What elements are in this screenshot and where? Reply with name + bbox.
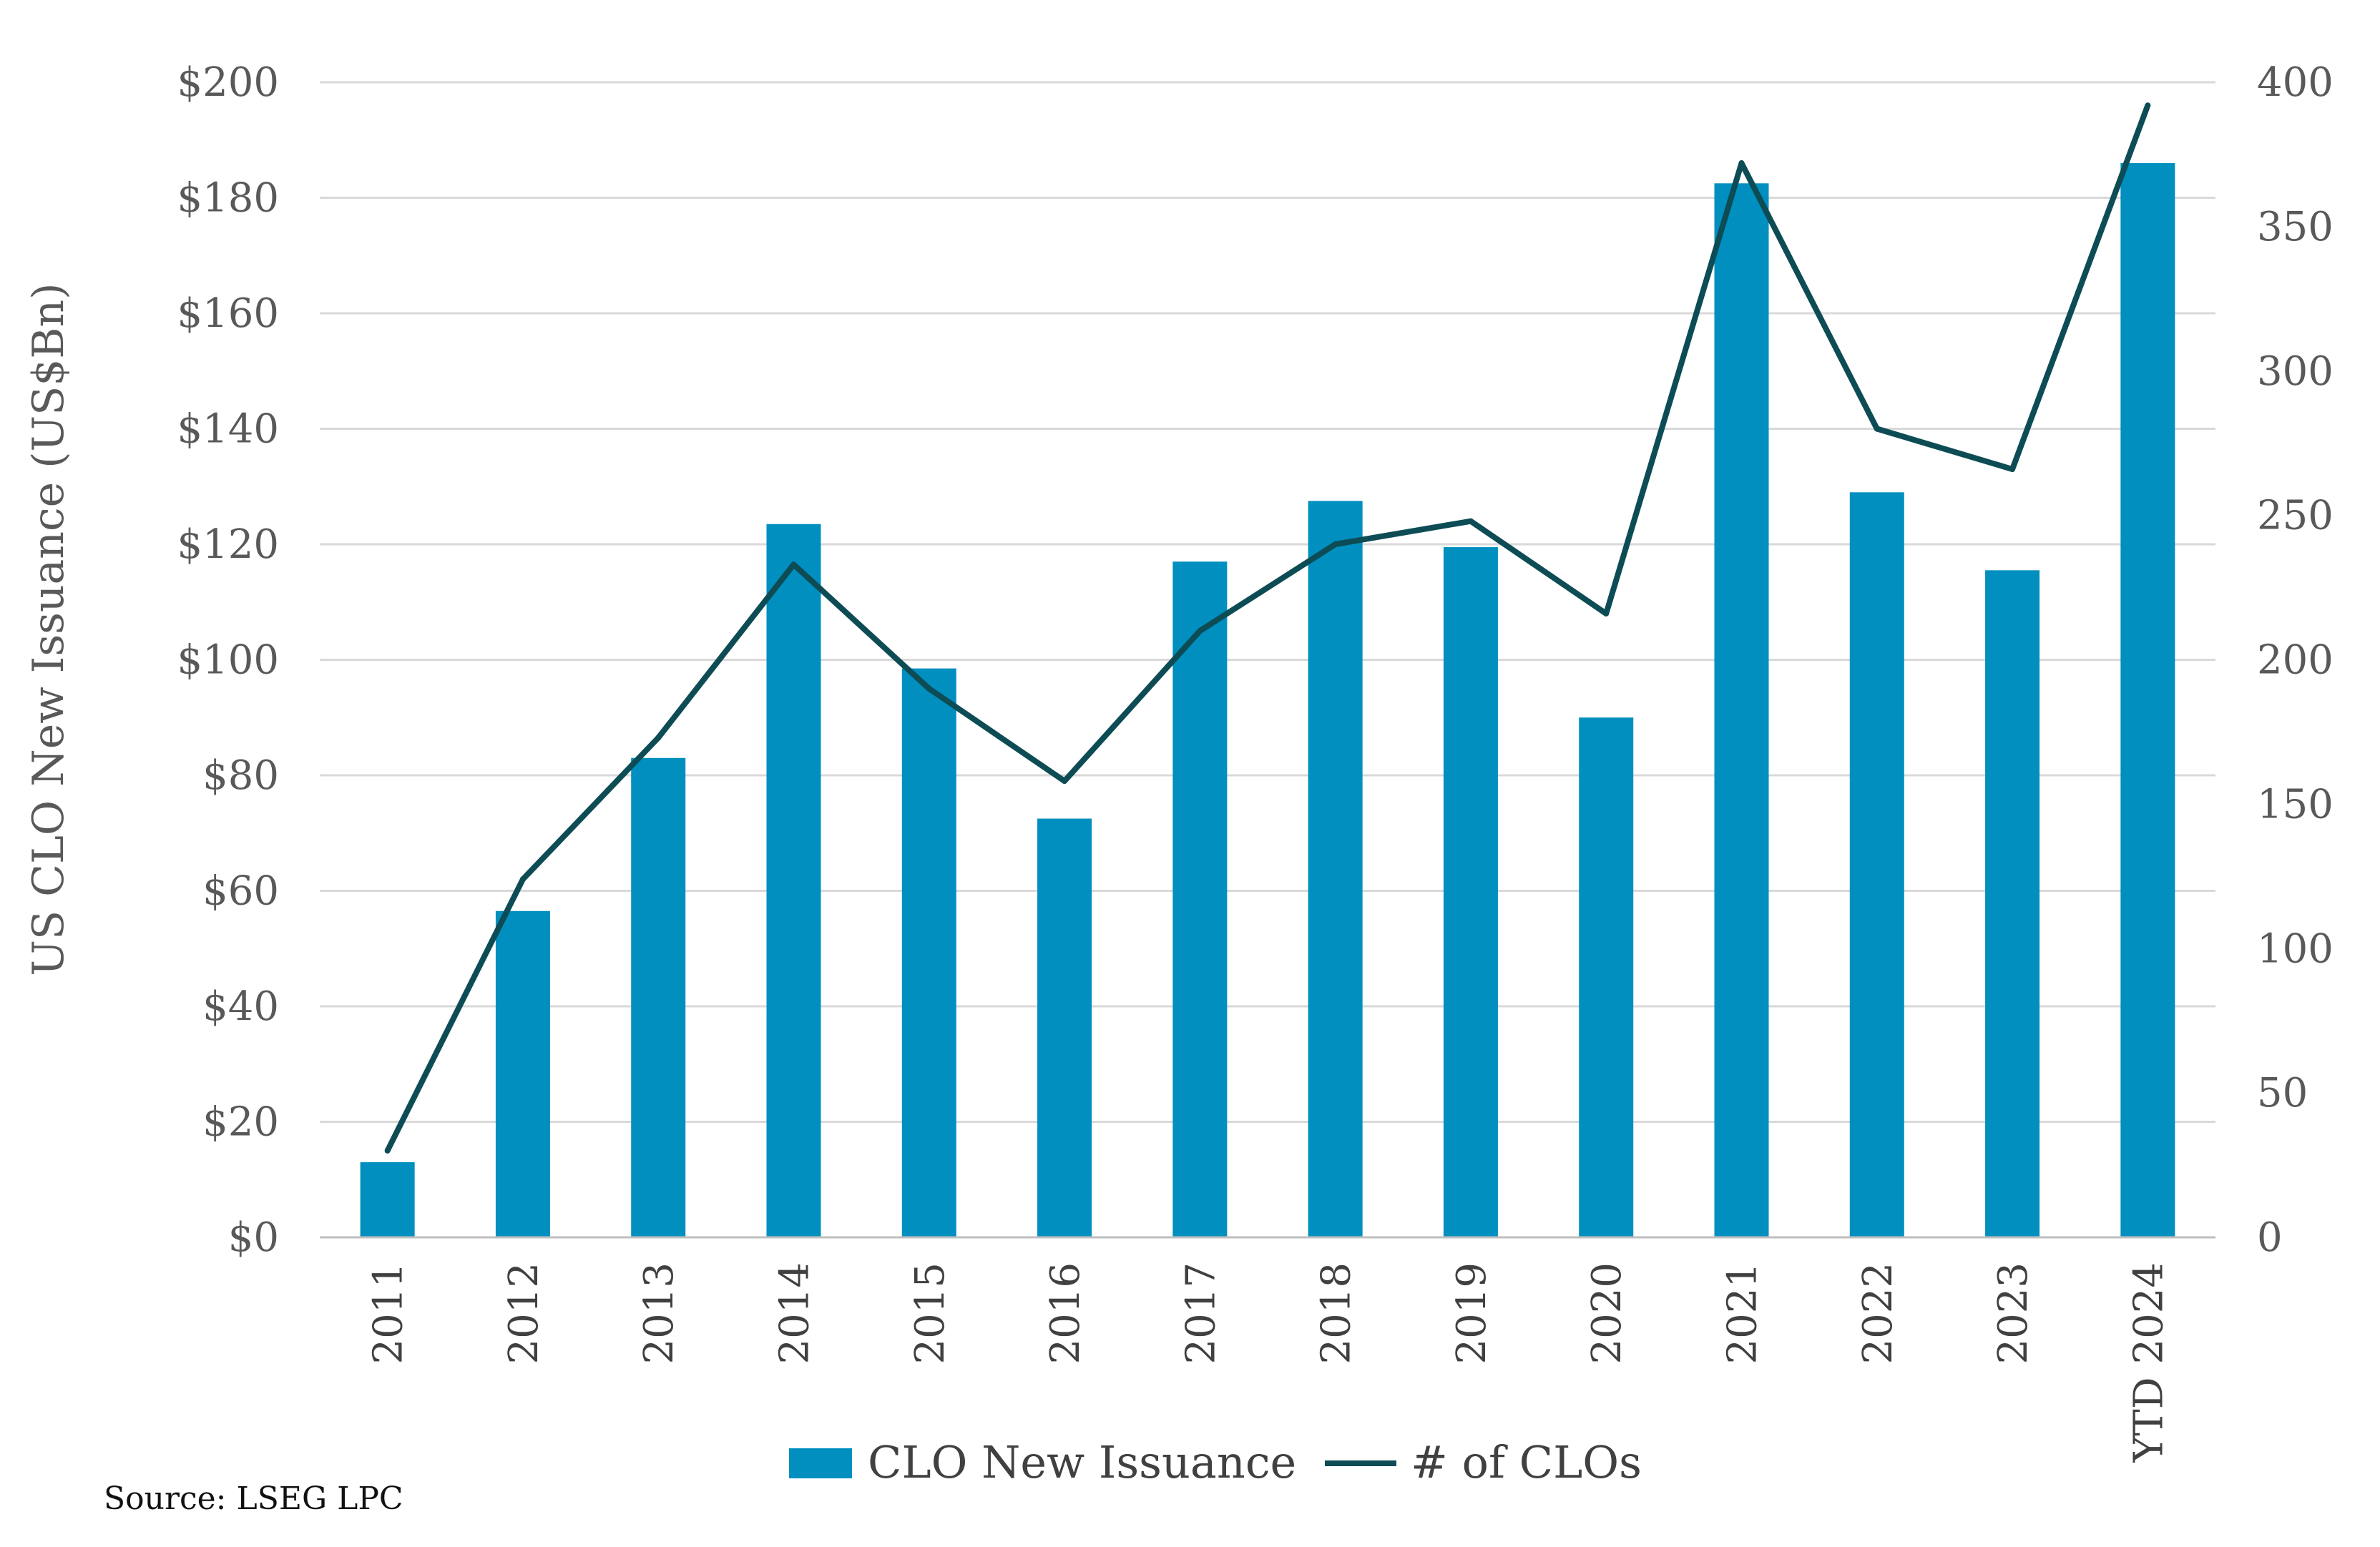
y2-tick-label: 50 xyxy=(2257,1070,2308,1116)
y2-tick-label: 250 xyxy=(2257,493,2334,539)
clo-count-line xyxy=(385,104,2151,1152)
line-series xyxy=(384,102,2151,1154)
y2-axis-ticks: 0 50 100 150 200 250 300 350 400 xyxy=(2257,59,2334,1261)
y-tick-label: $40 xyxy=(202,983,279,1030)
x-tick-label: 2022 xyxy=(1855,1262,1901,1365)
bar xyxy=(631,757,686,1237)
line-point xyxy=(1062,778,1068,785)
y-tick-label: $80 xyxy=(202,752,279,799)
x-tick-label: 2018 xyxy=(1313,1262,1360,1365)
legend-line-label: # of CLOs xyxy=(1411,1436,1642,1488)
y-tick-label: $60 xyxy=(202,868,279,915)
bar xyxy=(901,668,956,1237)
y-axis-ticks: $0 $20 $40 $60 $80 $100 $120 $140 $160 $180 $200 xyxy=(177,59,279,1261)
x-tick-label: 2020 xyxy=(1584,1262,1630,1365)
bar xyxy=(1849,492,1904,1238)
bar xyxy=(1985,570,2040,1237)
line-point xyxy=(1332,541,1338,547)
gridlines xyxy=(320,81,2215,1123)
legend: CLO New Issuance # of CLOs xyxy=(789,1436,1642,1488)
line-point xyxy=(2009,466,2016,473)
bar xyxy=(766,524,821,1237)
bar xyxy=(1172,561,1228,1237)
line-point xyxy=(1603,610,1610,617)
y2-tick-label: 400 xyxy=(2257,59,2334,106)
y2-tick-label: 200 xyxy=(2257,637,2334,684)
y-axis-label: US CLO New Issuance (US$Bn) xyxy=(24,283,74,976)
bar xyxy=(360,1162,415,1237)
line-point xyxy=(1738,160,1745,167)
bar xyxy=(1714,183,1769,1237)
x-tick-label: 2019 xyxy=(1449,1262,1495,1365)
y-tick-label: $120 xyxy=(177,521,279,568)
line-point xyxy=(790,561,797,568)
legend-bar-label: CLO New Issuance xyxy=(868,1436,1296,1488)
x-tick-label: 2011 xyxy=(366,1262,412,1365)
y-tick-label: $200 xyxy=(177,59,279,106)
x-tick-label: 2017 xyxy=(1177,1262,1224,1365)
x-tick-label: 2016 xyxy=(1042,1262,1089,1365)
bar xyxy=(1308,501,1363,1237)
x-tick-label: 2012 xyxy=(501,1262,547,1365)
bar xyxy=(1443,547,1498,1237)
y2-tick-label: 0 xyxy=(2257,1214,2283,1261)
y-tick-label: $100 xyxy=(177,637,279,684)
legend-bar-swatch xyxy=(789,1448,852,1478)
y-tick-label: $160 xyxy=(177,290,279,337)
line-point xyxy=(1467,518,1474,524)
x-tick-label: YTD 2024 xyxy=(2125,1262,2172,1463)
bar xyxy=(495,910,550,1237)
line-point xyxy=(926,685,932,692)
y2-tick-label: 150 xyxy=(2257,781,2334,827)
x-tick-label: 2021 xyxy=(1720,1262,1766,1365)
y-tick-label: $140 xyxy=(177,406,279,453)
bar xyxy=(2120,163,2175,1237)
line-point xyxy=(1874,426,1880,432)
x-tick-label: 2013 xyxy=(636,1262,682,1365)
bar xyxy=(1037,818,1092,1237)
line-point xyxy=(519,876,526,883)
line-point xyxy=(384,1147,391,1154)
x-axis-ticks: 2011 2012 2013 2014 2015 2016 2017 2018 2019 2020… xyxy=(366,1262,2173,1463)
y-tick-label: $20 xyxy=(202,1099,279,1146)
bar xyxy=(1579,717,1634,1237)
line-point xyxy=(655,735,662,741)
y-tick-label: $180 xyxy=(177,175,279,222)
x-tick-label: 2023 xyxy=(1990,1262,2037,1365)
x-tick-label: 2014 xyxy=(772,1262,818,1365)
y-tick-label: $0 xyxy=(228,1214,279,1261)
line-point xyxy=(2145,102,2151,109)
bars xyxy=(360,163,2175,1238)
line-point xyxy=(1197,628,1203,634)
y2-tick-label: 100 xyxy=(2257,925,2334,972)
y2-tick-label: 300 xyxy=(2257,348,2334,395)
y2-tick-label: 350 xyxy=(2257,204,2334,250)
x-tick-label: 2015 xyxy=(907,1262,954,1365)
source-note: Source: LSEG LPC xyxy=(104,1480,403,1517)
